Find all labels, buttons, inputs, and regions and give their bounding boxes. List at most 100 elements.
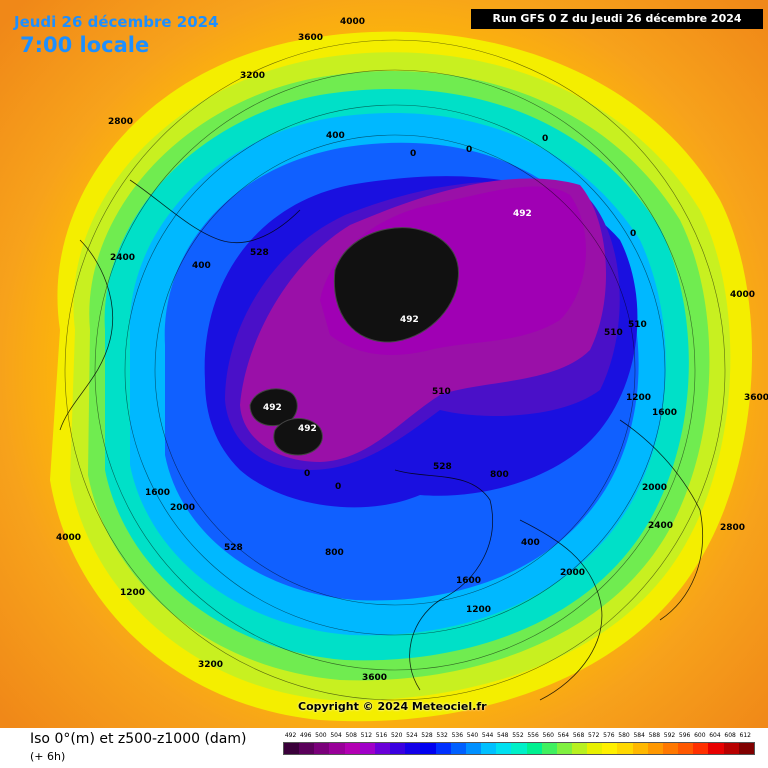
legend-swatch [662,743,679,754]
legend-value: 552 [512,732,524,739]
weather-map: 492 492 492 492 510 510 510 528 528 528 4000 3600 3… [0,0,768,728]
legend-swatch [647,743,663,754]
model-run-label: Run GFS 0 Z du Jeudi 26 décembre 2024 [471,9,763,29]
iso-label: 1200 [120,588,145,598]
legend-swatch [678,743,694,754]
iso-label: 400 [326,131,345,141]
iso-label: 1600 [456,576,481,586]
thickness-label: 510 [628,320,647,330]
iso-label: 2000 [560,568,585,578]
legend-swatch [526,743,542,754]
iso-label: 4000 [340,17,365,27]
legend-value: 516 [375,732,388,739]
iso-label: 4000 [56,533,81,543]
thickness-label: 492 [298,424,317,434]
map-footer: Iso 0°(m) et z500-z1000 (dam) (+ 6h) 492… [0,728,768,768]
thickness-label: 492 [400,315,419,325]
legend-swatch [602,743,618,754]
iso-label: 1200 [466,605,491,615]
iso-label: 2000 [170,503,195,513]
legend-value: 548 [497,732,509,739]
thickness-label: 492 [513,209,532,219]
iso-label: 2800 [720,523,745,533]
legend-title: Iso 0°(m) et z500-z1000 (dam) [30,731,247,747]
thickness-labels: 492 492 492 492 510 510 510 528 528 528 [224,209,647,553]
legend-value: 496 [300,732,312,739]
legend-swatch [693,743,709,754]
legend-value: 612 [739,732,751,739]
iso-label: 3200 [198,660,223,670]
iso-label: 2400 [110,253,135,263]
iso-label: 2400 [648,521,673,531]
iso-label: 4000 [730,290,755,300]
legend-value: 584 [633,732,645,739]
legend-swatch [617,743,633,754]
iso-label: 400 [192,261,211,271]
iso-label: 0 [466,145,472,155]
legend-value: 532 [436,732,448,739]
iso-label: 1200 [626,393,651,403]
legend-swatch [465,743,482,754]
legend-value: 504 [330,732,342,739]
legend-swatch [556,743,572,754]
low-core-1 [333,227,459,343]
legend-color-bar [283,742,755,755]
legend-value: 572 [587,732,600,739]
legend-value: 588 [648,732,661,739]
legend-swatch [284,743,300,754]
legend-swatch [587,743,603,754]
thickness-label: 510 [604,328,623,338]
legend-value: 568 [572,732,585,739]
legend-swatch [405,743,421,754]
legend-value: 536 [451,732,464,739]
legend-swatch [723,743,739,754]
legend-value: 508 [345,732,357,739]
legend-value: 492 [284,732,297,739]
iso-label: 2000 [642,483,667,493]
legend-swatch [632,743,648,754]
legend-swatch [359,743,375,754]
legend-value: 500 [315,732,327,739]
legend-value: 580 [618,732,630,739]
legend-swatch [511,743,527,754]
color-legend: 492 496 500 504 508 512 516 520 524 528 532 536 540 5… [283,732,755,762]
iso-label: 0 [630,229,636,239]
iso-label: 1600 [145,488,170,498]
legend-swatch [708,743,724,754]
iso-label: 3200 [240,71,265,81]
forecast-local-time: 7:00 locale [20,33,150,57]
legend-swatch [314,743,330,754]
iso-label: 0 [410,149,416,159]
iso-label: 2800 [108,117,133,127]
legend-value: 604 [709,732,721,739]
forecast-step: (+ 6h) [30,750,66,763]
legend-value: 512 [360,732,373,739]
iso-contours [64,39,726,701]
legend-swatch [541,743,557,754]
iso-label: 400 [521,538,540,548]
legend-value: 544 [481,732,494,739]
legend-value: 560 [542,732,554,739]
iso-label: 800 [490,470,509,480]
legend-swatch [390,743,406,754]
legend-swatch [738,743,754,754]
legend-value: 524 [406,732,418,739]
thickness-label: 492 [263,403,282,413]
copyright: Copyright © 2024 Meteociel.fr [298,700,487,713]
legend-swatch [374,743,391,754]
forecast-date: Jeudi 26 décembre 2024 [14,13,219,31]
legend-swatch [329,743,345,754]
legend-swatch [435,743,451,754]
thickness-label: 528 [224,543,243,553]
iso-label: 0 [304,469,310,479]
iso-label: 0 [542,134,548,144]
legend-value: 596 [678,732,691,739]
iso-label: 3600 [744,393,768,403]
thickness-label: 510 [432,387,451,397]
thickness-label: 528 [433,462,452,472]
legend-value: 592 [663,732,676,739]
legend-value: 564 [557,732,570,739]
iso-label: 3600 [298,33,323,43]
iso-label: 3600 [362,673,387,683]
